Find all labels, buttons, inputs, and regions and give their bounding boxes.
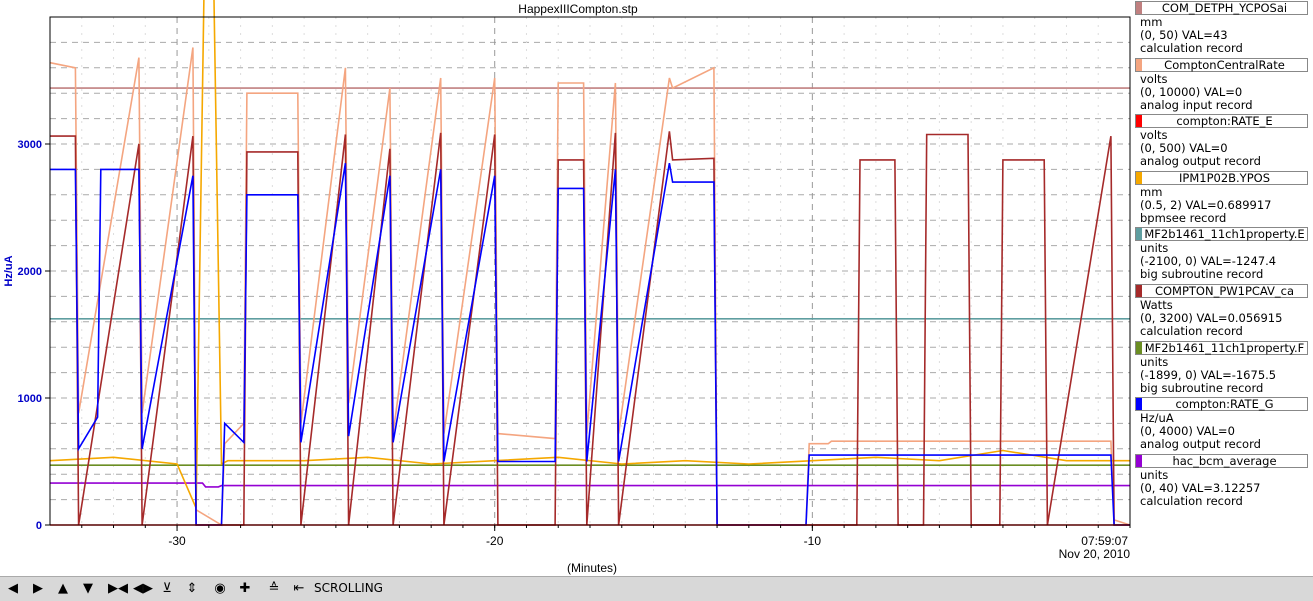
legend-signal-name: compton:RATE_E	[1176, 114, 1273, 129]
legend-record-type: analog output record	[1140, 154, 1261, 169]
legend-units: mm	[1140, 15, 1163, 29]
legend-signal-name: COM_DETPH_YCPOSai	[1161, 1, 1288, 15]
toolbar: ◀ ▶ ▲ ▼ ▶◀ ◀▶ ⊻ ⇕ ◉ ✚ ≙ ⇤ SCROLLING	[0, 576, 1313, 601]
legend-entry-ipm1p02b-ypos[interactable]: IPM1P02B.YPOS mm (0.5, 2) VAL=0.689917 bpms…	[1135, 170, 1311, 227]
legend-entry-com-detph-ycposai[interactable]: COM_DETPH_YCPOSai mm (0, 50) VAL=43 calcula…	[1135, 0, 1311, 57]
legend-record-type: big subroutine record	[1140, 380, 1264, 395]
legend-units: Watts	[1140, 297, 1173, 312]
legend-entry-button[interactable]: hac_bcm_average	[1135, 453, 1308, 468]
crosshair-icon[interactable]: ✚	[239, 581, 251, 596]
legend-range-value: (0, 10000) VAL=0	[1140, 84, 1243, 99]
legend-signal-name: MF2b1461_11ch1property.F	[1144, 340, 1305, 355]
x-tick-label: -20	[486, 534, 504, 548]
legend-entry-button[interactable]: COM_DETPH_YCPOSai	[1135, 1, 1308, 15]
legend-range-value: (-2100, 0) VAL=-1247.4	[1140, 254, 1277, 269]
series-line-ipm1p02b-ypos	[49, 0, 1130, 509]
legend-swatch	[1136, 284, 1142, 297]
legend-units: units	[1140, 241, 1169, 256]
legend-units: Hz/uA	[1140, 411, 1174, 426]
expand-horizontal-icon[interactable]: ◀▶	[133, 581, 153, 596]
legend-record-type: analog output record	[1140, 437, 1261, 452]
legend-range-value: (-1899, 0) VAL=-1675.5	[1140, 367, 1277, 382]
legend-swatch	[1136, 2, 1142, 14]
legend-entry-compton-pw1pcav-ca[interactable]: COMPTON_PW1PCAV_ca Watts (0, 3200) VAL=0.0…	[1135, 283, 1311, 340]
legend-entry-button[interactable]: ComptonCentralRate	[1135, 57, 1308, 72]
legend-entry-button[interactable]: compton:RATE_G	[1135, 397, 1308, 412]
y-tick-label: 3000	[18, 139, 42, 151]
legend-entry-compton-rate-g[interactable]: compton:RATE_G Hz/uA (0, 4000) VAL=0 analog…	[1135, 396, 1311, 453]
record-icon[interactable]: ◉	[214, 581, 226, 596]
y-tick-label: 2000	[18, 266, 42, 278]
legend-entry-button[interactable]: IPM1P02B.YPOS	[1135, 170, 1308, 185]
legend-units: units	[1140, 354, 1169, 369]
legend-signal-name: IPM1P02B.YPOS	[1179, 170, 1270, 185]
series-line-hac-bcm-average	[50, 482, 1130, 488]
legend-swatch	[1136, 228, 1142, 241]
legend-swatch	[1136, 341, 1142, 354]
legend-range-value: (0, 500) VAL=0	[1140, 141, 1228, 156]
legend-swatch	[1136, 171, 1142, 184]
legend-range-value: (0, 3200) VAL=0.056915	[1140, 310, 1283, 325]
arrow-down-icon[interactable]: ▼	[83, 581, 93, 596]
scrolling-mode-label: SCROLLING	[314, 581, 383, 595]
jump-end-icon[interactable]: ⇤	[293, 581, 305, 596]
grid-lines	[50, 17, 1130, 525]
legend-range-value: (0.5, 2) VAL=0.689917	[1140, 197, 1272, 212]
date-label: Nov 20, 2010	[1059, 547, 1131, 561]
legend-panel: COM_DETPH_YCPOSai mm (0, 50) VAL=43 calcula…	[1135, 0, 1311, 509]
compress-vertical-icon[interactable]: ⊻	[162, 581, 172, 596]
legend-record-type: big subroutine record	[1140, 267, 1264, 282]
legend-range-value: (0, 4000) VAL=0	[1140, 424, 1235, 439]
legend-entry-button[interactable]: MF2b1461_11ch1property.F	[1135, 340, 1308, 355]
legend-range-value: (0, 40) VAL=3.12257	[1140, 480, 1261, 495]
x-axis-label: (Minutes)	[567, 561, 617, 575]
legend-entry-button[interactable]: compton:RATE_E	[1135, 114, 1308, 129]
axes: 0 1000 2000 3000 -30 -20 -10	[18, 139, 1131, 548]
legend-entry-mf2b1461-11ch1property-f[interactable]: MF2b1461_11ch1property.F units (-1899, 0) …	[1135, 340, 1311, 397]
chart-title: HappexIIICompton.stp	[518, 2, 638, 16]
legend-entry-hac-bcm-average[interactable]: hac_bcm_average units (0, 40) VAL=3.12257 c…	[1135, 453, 1311, 510]
series-line-compton-rate-g	[50, 162, 1130, 526]
x-tick-label: -30	[168, 534, 186, 548]
series-lines	[49, 0, 1131, 527]
stripchart-plot: HappexIIICompton.stp 0 1000 2000 3000 -30 -20…	[3, 0, 1131, 575]
legend-range-value: (0, 50) VAL=43	[1140, 28, 1228, 42]
legend-entry-mf2b1461-11ch1property-e[interactable]: MF2b1461_11ch1property.E units (-2100, 0) …	[1135, 226, 1311, 283]
fit-icon[interactable]: ≙	[268, 581, 280, 596]
legend-signal-name: MF2b1461_11ch1property.E	[1144, 227, 1305, 242]
legend-record-type: calculation record	[1140, 323, 1243, 338]
time-label: 07:59:07	[1081, 534, 1128, 548]
legend-swatch	[1136, 115, 1142, 128]
expand-vertical-icon[interactable]: ⇕	[186, 581, 198, 596]
compress-horizontal-icon[interactable]: ▶◀	[108, 581, 128, 596]
legend-units: volts	[1140, 71, 1168, 86]
legend-entry-button[interactable]: MF2b1461_11ch1property.E	[1135, 227, 1308, 242]
series-line-comptoncentralrate	[49, 47, 1131, 527]
legend-units: units	[1140, 467, 1169, 482]
y-tick-label: 0	[36, 520, 42, 532]
arrow-up-icon[interactable]: ▲	[58, 581, 68, 596]
legend-record-type: bpmsee record	[1140, 210, 1227, 225]
legend-swatch	[1136, 398, 1142, 411]
arrow-left-icon[interactable]: ◀	[8, 581, 18, 596]
legend-units: volts	[1140, 128, 1168, 143]
arrow-right-icon[interactable]: ▶	[33, 581, 43, 596]
legend-signal-name: ComptonCentralRate	[1164, 57, 1285, 72]
legend-signal-name: COMPTON_PW1PCAV_ca	[1154, 283, 1295, 298]
legend-record-type: calculation record	[1140, 493, 1243, 508]
legend-entry-comptoncentralrate[interactable]: ComptonCentralRate volts (0, 10000) VAL=0 a…	[1135, 57, 1311, 114]
legend-signal-name: hac_bcm_average	[1172, 453, 1277, 468]
legend-signal-name: compton:RATE_G	[1175, 397, 1274, 412]
legend-record-type: analog input record	[1140, 97, 1253, 112]
x-tick-label: -10	[804, 534, 822, 548]
y-tick-label: 1000	[18, 393, 42, 405]
legend-record-type: calculation record	[1140, 41, 1243, 55]
legend-entry-button[interactable]: COMPTON_PW1PCAV_ca	[1135, 283, 1308, 298]
legend-units: mm	[1140, 184, 1163, 199]
legend-swatch	[1136, 58, 1142, 71]
y-axis-label: Hz/uA	[3, 255, 15, 286]
legend-swatch	[1136, 454, 1142, 467]
